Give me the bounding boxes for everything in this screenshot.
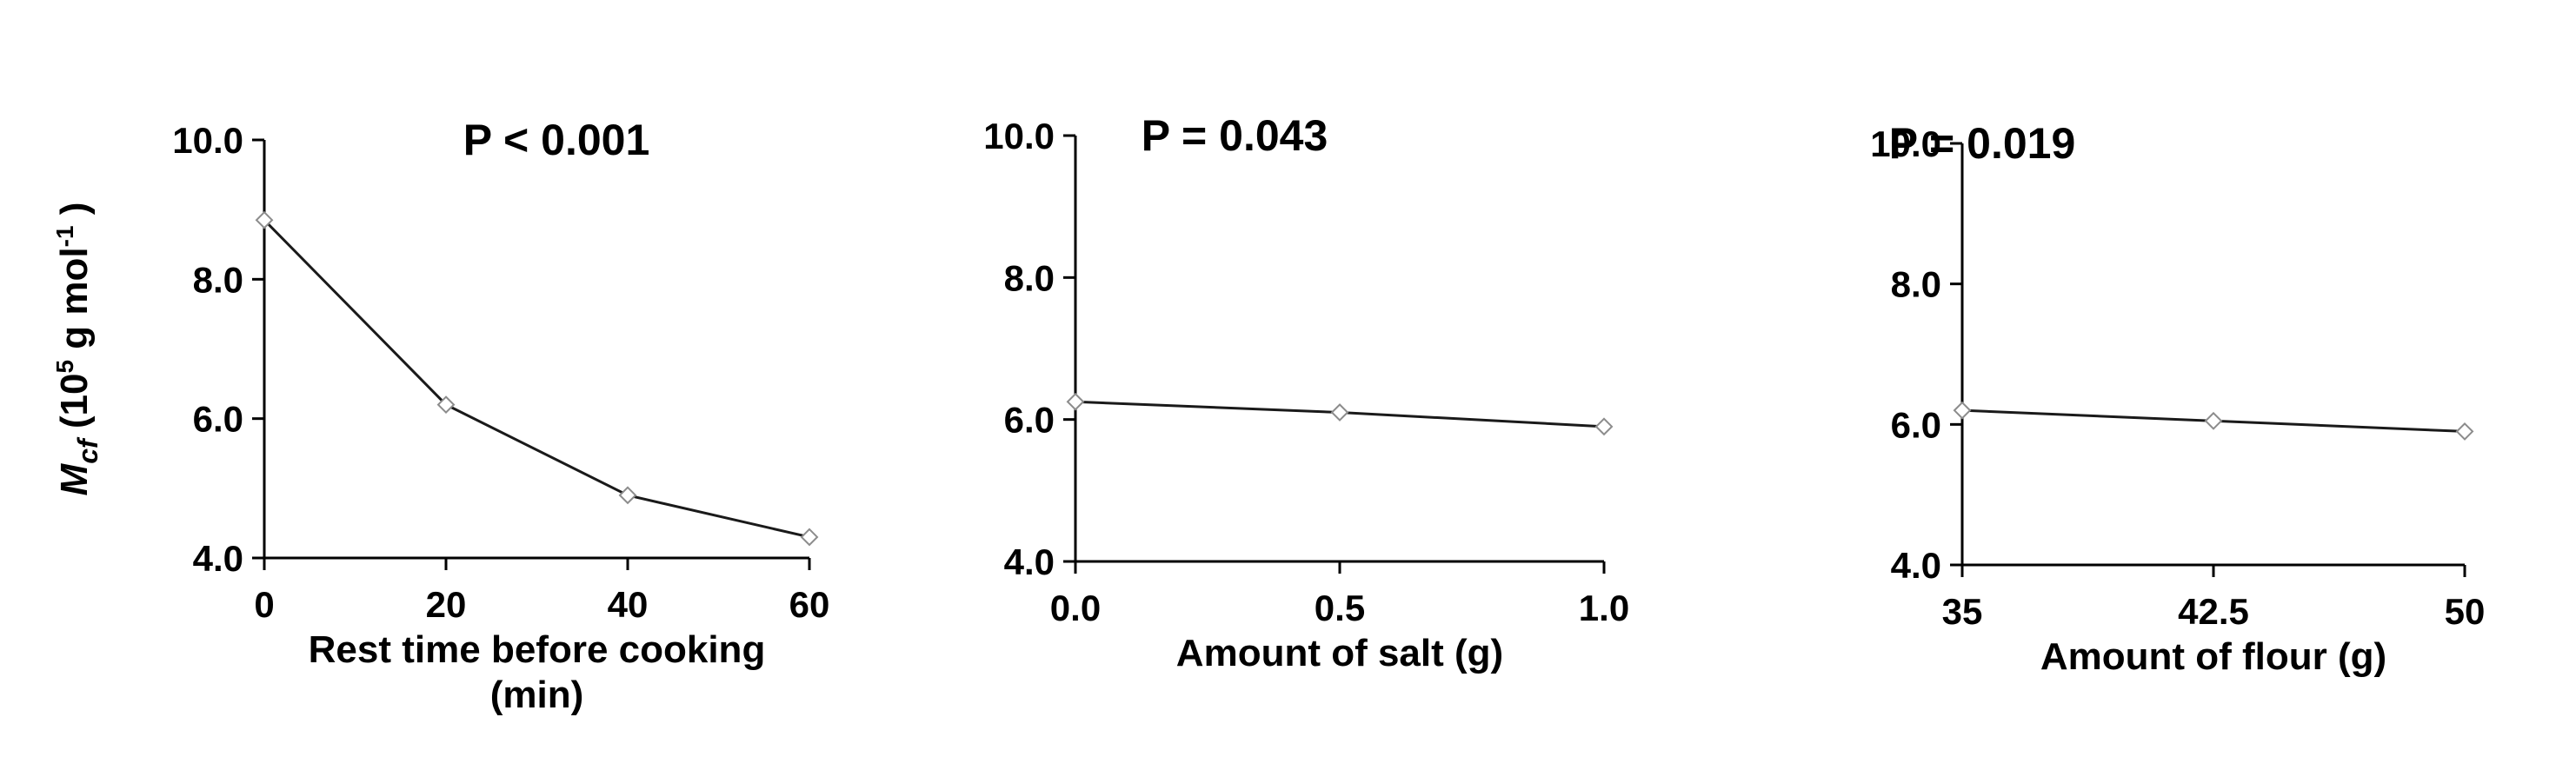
y-tick-label: 4.0 xyxy=(193,538,243,579)
data-marker xyxy=(618,486,637,505)
x-tick-label: 42.5 xyxy=(2178,591,2249,632)
chart-title: P = 0.043 xyxy=(1142,111,1328,160)
data-marker xyxy=(1594,417,1614,436)
y-tick-label: 6.0 xyxy=(1004,400,1055,441)
y-tick-label: 8.0 xyxy=(193,259,243,300)
y-axis-label-part: M xyxy=(53,462,96,495)
data-marker xyxy=(255,210,274,229)
y-axis-label-part: 5 xyxy=(51,360,78,374)
data-marker xyxy=(1330,403,1349,422)
data-marker xyxy=(2455,422,2474,441)
x-tick-label: 35 xyxy=(1942,591,1983,632)
y-axis-label-part: -1 xyxy=(51,225,78,247)
y-axis-label-part: cf xyxy=(72,436,103,464)
data-marker xyxy=(800,528,819,547)
x-tick-label: 0 xyxy=(254,584,274,625)
y-axis-label-part: g mol xyxy=(53,247,96,360)
data-marker xyxy=(1066,392,1085,411)
chart-panel: 4.0 6.0 8.0 10.0 35 42.5 50 Amount of flour (g)… xyxy=(1870,119,2485,678)
y-axis-label: Mcf (105 g mol-1 ) xyxy=(51,203,103,496)
x-tick-label: 0.5 xyxy=(1315,588,1365,628)
y-tick-label: 8.0 xyxy=(1891,264,1941,305)
y-tick-label: 6.0 xyxy=(1891,404,1941,445)
x-axis-label: Amount of flour (g) xyxy=(2040,635,2386,678)
x-axis-label: Rest time before cooking xyxy=(309,628,766,671)
data-line xyxy=(263,219,810,539)
y-tick-label: 10.0 xyxy=(1870,123,1941,164)
y-tick-label: 4.0 xyxy=(1891,545,1941,586)
chart-title: P = 0.019 xyxy=(1889,119,2076,168)
data-marker xyxy=(436,395,456,415)
data-marker xyxy=(1953,401,1972,420)
x-tick-label: 50 xyxy=(2445,591,2486,632)
x-tick-label: 20 xyxy=(426,584,467,625)
y-tick-label: 6.0 xyxy=(193,399,243,440)
y-axis-label-part: ) xyxy=(53,203,96,226)
y-tick-label: 10.0 xyxy=(983,116,1055,156)
chart-panel: 4.0 6.0 8.0 10.0 0.0 0.5 1.0 Amount of salt (g)… xyxy=(983,111,1629,674)
x-tick-label: 0.0 xyxy=(1050,588,1101,628)
x-axis-label: (min) xyxy=(490,674,584,716)
x-tick-label: 40 xyxy=(608,584,649,625)
chart-panel: 4.0 6.0 8.0 10.0 0 20 40 60 Rest time before coo… xyxy=(51,116,829,716)
chart-title: P < 0.001 xyxy=(463,116,650,164)
y-tick-label: 10.0 xyxy=(172,120,243,161)
data-marker xyxy=(2204,411,2223,430)
y-tick-label: 8.0 xyxy=(1004,257,1055,298)
y-axis-label-part: (10 xyxy=(53,374,96,440)
x-tick-label: 60 xyxy=(789,584,830,625)
y-tick-label: 4.0 xyxy=(1004,541,1055,582)
x-tick-label: 1.0 xyxy=(1579,588,1629,628)
x-axis-label: Amount of salt (g) xyxy=(1176,632,1503,674)
